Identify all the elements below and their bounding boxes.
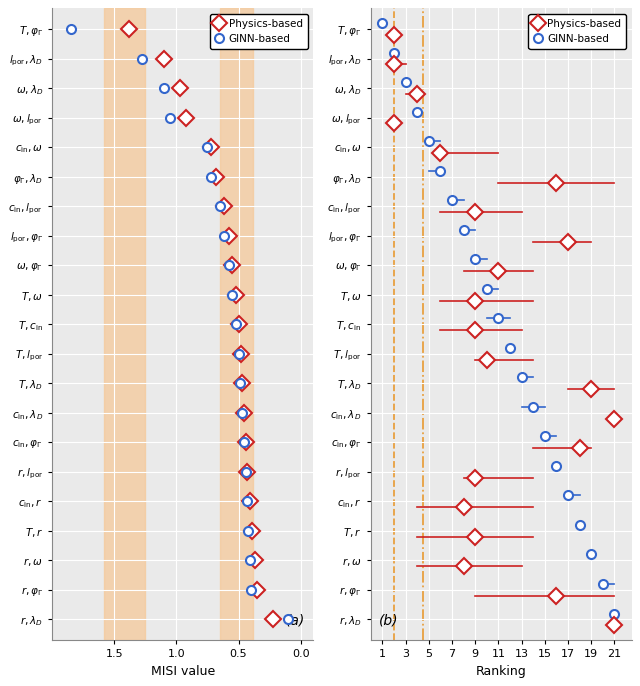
Bar (104, 8, 145, 640)
Text: (a): (a) (286, 613, 305, 628)
X-axis label: Ranking: Ranking (476, 665, 527, 678)
Text: (b): (b) (379, 613, 398, 628)
Legend: Physics-based, GINN-based: Physics-based, GINN-based (529, 14, 627, 49)
X-axis label: MISI value: MISI value (150, 665, 215, 678)
Legend: Physics-based, GINN-based: Physics-based, GINN-based (210, 14, 308, 49)
Bar (220, 8, 253, 640)
